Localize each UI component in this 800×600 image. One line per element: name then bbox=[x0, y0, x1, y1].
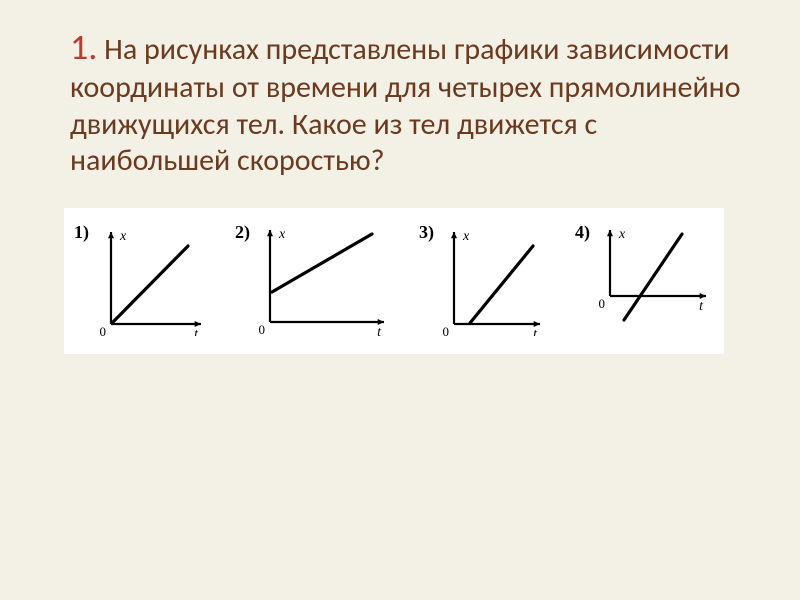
svg-text:0: 0 bbox=[100, 324, 107, 336]
chart-3: x t 0 bbox=[438, 224, 548, 336]
svg-text:x: x bbox=[278, 227, 286, 242]
svg-text:x: x bbox=[462, 229, 470, 244]
chart-1: x t 0 bbox=[93, 224, 208, 336]
svg-text:0: 0 bbox=[443, 324, 450, 336]
svg-text:x: x bbox=[618, 227, 626, 242]
chart-cell-2: 2) x t 0 bbox=[235, 224, 392, 336]
chart-cell-4: 4) x t 0 bbox=[575, 224, 714, 336]
svg-text:t: t bbox=[533, 327, 538, 336]
chart-cell-1: 1) x t 0 bbox=[74, 224, 208, 336]
svg-text:t: t bbox=[194, 327, 199, 336]
svg-text:t: t bbox=[699, 299, 704, 314]
chart-label-1: 1) bbox=[74, 222, 89, 243]
svg-text:0: 0 bbox=[599, 296, 606, 311]
chart-cell-3: 3) x t 0 bbox=[419, 224, 548, 336]
question-number: 1. bbox=[70, 25, 97, 69]
chart-4: x t 0 bbox=[594, 224, 714, 336]
chart-label-4: 4) bbox=[575, 222, 590, 243]
svg-text:x: x bbox=[119, 229, 127, 244]
charts-row: 1) x t 0 2) x t 0 3) x t 0 4) x t 0 bbox=[64, 208, 724, 354]
chart-label-2: 2) bbox=[235, 222, 250, 243]
question-block: 1. На рисунках представлены графики зави… bbox=[70, 26, 752, 180]
svg-text:0: 0 bbox=[259, 322, 266, 336]
slide: 1. На рисунках представлены графики зави… bbox=[0, 0, 800, 600]
chart-2: x t 0 bbox=[254, 224, 392, 336]
chart-label-3: 3) bbox=[419, 222, 434, 243]
svg-text:t: t bbox=[377, 325, 382, 336]
question-text: На рисунках представлены графики зависим… bbox=[70, 31, 741, 179]
